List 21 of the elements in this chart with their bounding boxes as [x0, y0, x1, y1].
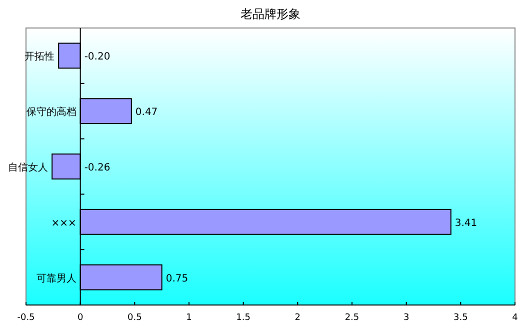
data-label: 0.75: [166, 273, 188, 284]
x-tick-label: 1: [186, 313, 192, 323]
x-tick-label: 0: [77, 313, 84, 323]
y-tick-label: 开拓性: [24, 50, 55, 63]
x-tick-label: 3.5: [454, 313, 468, 323]
data-label: 3.41: [454, 218, 478, 229]
x-tick-label: 0.5: [128, 313, 142, 323]
data-label: -0.20: [84, 52, 110, 63]
data-label: -0.26: [84, 162, 110, 174]
x-tick-label: 1.5: [236, 313, 250, 323]
x-tick-label: -0.5: [17, 313, 35, 323]
x-tick-label: 4: [512, 313, 518, 323]
chart-title: 老品牌形象: [240, 7, 300, 21]
y-tick-label: 自信女人: [8, 162, 48, 174]
x-tick-label: 2.5: [344, 313, 360, 323]
x-tick-label: 3: [403, 313, 410, 323]
x-tick-label: 2: [294, 313, 301, 323]
y-tick-label: 可靠男人: [36, 272, 76, 284]
y-tick-label: ×××: [51, 218, 76, 229]
data-label: 0.47: [135, 107, 158, 118]
y-tick-label: 保守的高档: [26, 106, 76, 118]
